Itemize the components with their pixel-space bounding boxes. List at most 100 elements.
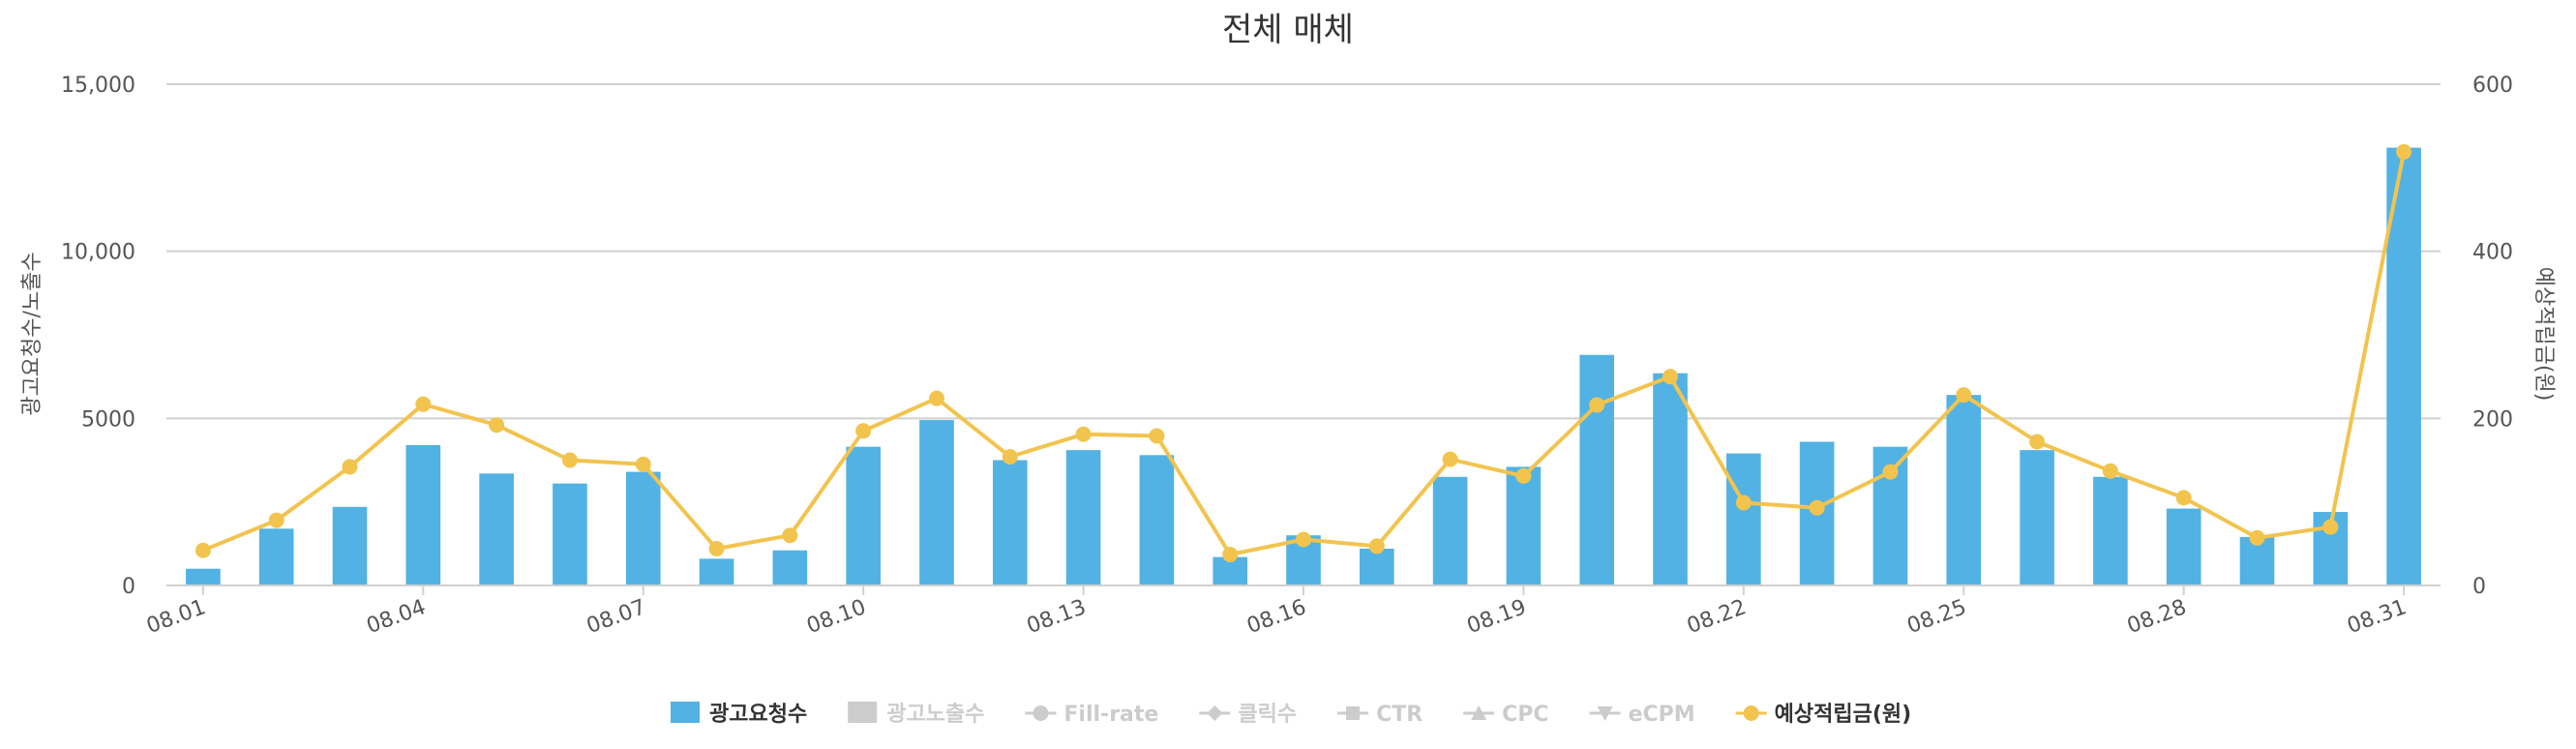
- legend-label: eCPM: [1629, 703, 1695, 727]
- line-point: [2396, 143, 2412, 160]
- bar: [772, 550, 808, 585]
- bar: [186, 568, 221, 585]
- line-point: [1296, 531, 1311, 548]
- x-axis: 08.01 08.04 08.07 08.10 08.13 08.16 08.19 08.22…: [143, 584, 2441, 639]
- line-point: [195, 542, 211, 558]
- line-point: [1002, 449, 1018, 465]
- legend-marker: [1743, 705, 1759, 721]
- bar: [2093, 476, 2128, 585]
- line-point: [2102, 463, 2118, 479]
- line-point: [635, 456, 651, 472]
- line-point: [1515, 467, 1532, 484]
- bar-series: [186, 147, 2421, 585]
- line-point: [1735, 494, 1752, 511]
- line-point: [1662, 369, 1679, 385]
- legend-item: 예상적립금(원): [1735, 703, 1912, 727]
- bar: [1653, 373, 1688, 585]
- right-axis-title: 예상적립금(원): [2531, 267, 2556, 402]
- line-point: [2322, 519, 2339, 535]
- line-point: [1368, 538, 1385, 554]
- right-axis-ticks: 0 200 400 600: [2472, 74, 2513, 599]
- x-tick-label: 08.01: [143, 595, 209, 639]
- x-tick-label: 08.16: [1243, 595, 1309, 639]
- bar: [1359, 549, 1394, 585]
- x-tick-label: 08.28: [2124, 595, 2190, 639]
- chart-title: 전체 매체: [1222, 11, 1354, 49]
- x-tick-label: 08.07: [584, 595, 649, 639]
- x-tick-label: 08.13: [1024, 595, 1090, 639]
- x-tick-label: 08.19: [1464, 595, 1530, 639]
- left-axis-ticks: 0 5000 10,000 15,000: [61, 74, 135, 599]
- x-tick-label: 08.10: [803, 595, 869, 639]
- line-point: [855, 423, 872, 439]
- legend-item: eCPM: [1589, 703, 1695, 727]
- legend-label: 예상적립금(원): [1775, 703, 1912, 727]
- bar: [1139, 455, 1175, 585]
- bar: [553, 483, 587, 585]
- bar: [332, 506, 368, 585]
- legend-swatch: [848, 702, 878, 723]
- line-point: [1882, 464, 1899, 480]
- legend-item: 광고요청수: [671, 702, 807, 727]
- bar: [992, 460, 1028, 585]
- right-tick-label: 0: [2472, 575, 2486, 599]
- line-point: [2249, 529, 2265, 546]
- line-point: [1956, 387, 1972, 404]
- legend-item: CPC: [1463, 703, 1549, 727]
- legend-item: 클릭수: [1199, 703, 1297, 727]
- bar: [2020, 450, 2054, 585]
- x-tick-label: 08.31: [2344, 595, 2410, 639]
- grid-lines: [166, 83, 2441, 420]
- line-point: [928, 390, 944, 406]
- line-point: [415, 396, 432, 412]
- line-point: [1149, 428, 1165, 444]
- legend-item: Fill-rate: [1025, 703, 1158, 727]
- line-point: [2029, 434, 2046, 450]
- bar: [1432, 476, 1468, 585]
- legend-label: CPC: [1502, 703, 1548, 727]
- line-series: [195, 143, 2412, 563]
- bar: [919, 420, 954, 585]
- legend-label: CTR: [1376, 703, 1423, 727]
- line-point: [561, 452, 578, 468]
- line-point: [342, 459, 358, 475]
- bar: [479, 473, 514, 585]
- series-line: [202, 151, 2407, 557]
- bar: [1065, 450, 1101, 585]
- line-point: [1809, 499, 1825, 516]
- legend: 광고요청수 광고노출수 Fill-rate 클릭수 CTR CPC eCPM 예상적립금(원): [671, 702, 1911, 727]
- bar: [1726, 453, 1761, 585]
- bar: [846, 446, 881, 585]
- bar: [2166, 508, 2202, 585]
- legend-label: 광고요청수: [709, 703, 807, 727]
- line-point: [708, 541, 725, 557]
- line-point: [1589, 397, 1605, 413]
- line-point: [268, 512, 285, 528]
- left-tick-label: 10,000: [61, 241, 135, 265]
- line-point: [1442, 451, 1458, 467]
- legend-marker: [1207, 705, 1223, 721]
- legend-item: CTR: [1337, 703, 1423, 727]
- bar: [405, 444, 441, 585]
- legend-label: 광고노출수: [886, 703, 984, 727]
- left-tick-label: 5000: [81, 407, 135, 432]
- left-tick-label: 0: [122, 575, 135, 599]
- bar: [258, 528, 294, 585]
- bar: [625, 471, 661, 585]
- legend-item: 광고노출수: [848, 702, 984, 727]
- bar: [1946, 395, 1982, 585]
- bar: [1579, 354, 1615, 585]
- line-point: [782, 527, 798, 544]
- left-axis-title: 광고요청수/노출수: [20, 252, 45, 415]
- x-tick-label: 08.04: [364, 595, 430, 639]
- line-point: [489, 417, 505, 434]
- legend-marker: [1597, 706, 1613, 721]
- line-point: [2175, 490, 2192, 506]
- x-tick-label: 08.25: [1904, 595, 1970, 639]
- legend-label: Fill-rate: [1063, 703, 1158, 727]
- legend-label: 클릭수: [1238, 703, 1297, 727]
- bar: [699, 558, 734, 585]
- legend-marker: [1346, 706, 1361, 720]
- legend-marker: [1033, 705, 1049, 721]
